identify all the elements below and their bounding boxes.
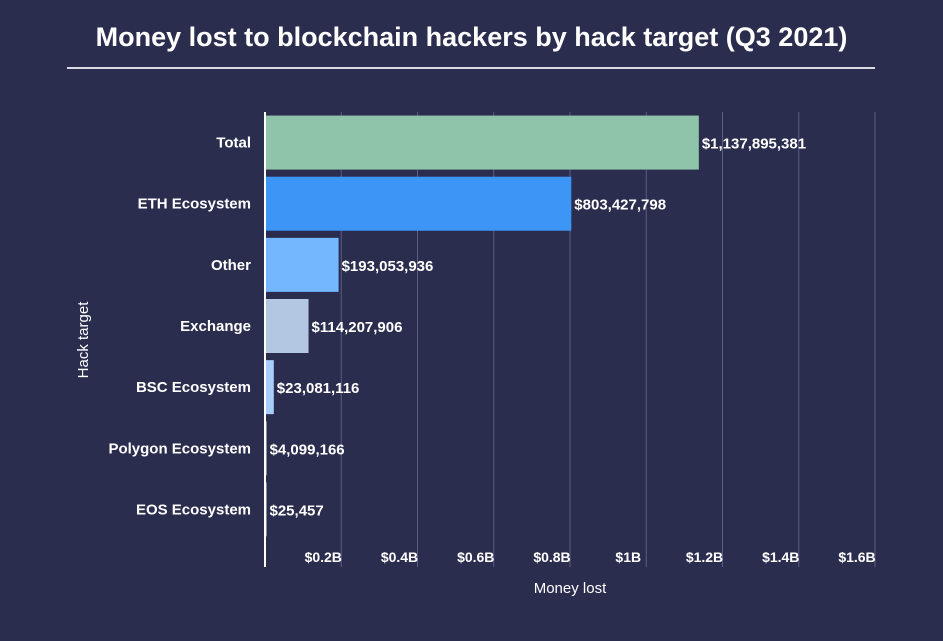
category-label: Exchange: [180, 318, 251, 335]
x-tick-label: $0.8B: [533, 549, 570, 565]
value-label: $4,099,166: [270, 441, 345, 458]
title-underline: [67, 67, 875, 69]
x-tick-label: $0.4B: [381, 549, 418, 565]
category-label: ETH Ecosystem: [138, 196, 251, 213]
value-label: $23,081,116: [277, 380, 360, 397]
x-tick-labels: $0.2B $0.4B $0.6B $0.8B $1B $1.2B $1.4B $1.6B: [305, 549, 876, 565]
bar: [265, 115, 699, 170]
value-label: $114,207,906: [312, 319, 403, 336]
value-labels: $1,137,895,381 $803,427,798 $193,053,936 $1…: [270, 136, 807, 520]
x-tick-label: $1.2B: [686, 549, 723, 565]
value-label: $25,457: [270, 502, 324, 519]
bar: [265, 176, 572, 231]
x-axis-title: Money lost: [534, 580, 607, 597]
value-label: $803,427,798: [574, 197, 666, 214]
chart-title: Money lost to blockchain hackers by hack…: [95, 22, 848, 52]
bar: [265, 299, 309, 353]
y-axis-title: Hack target: [75, 301, 92, 379]
value-label: $1,137,895,381: [702, 136, 806, 153]
category-label: EOS Ecosystem: [136, 501, 251, 518]
x-tick-label: $1.4B: [762, 549, 799, 565]
x-tick-label: $0.2B: [305, 549, 342, 565]
category-labels: Total ETH Ecosystem Other Exchange BSC Ecosy…: [108, 135, 251, 519]
category-label: Polygon Ecosystem: [108, 440, 251, 457]
category-label: BSC Ecosystem: [136, 379, 251, 396]
category-label: Other: [211, 257, 251, 274]
bars: [265, 115, 699, 537]
value-label: $193,053,936: [342, 258, 434, 275]
category-label: Total: [216, 135, 251, 152]
x-tick-label: $0.6B: [457, 549, 494, 565]
x-tick-label: $1B: [615, 549, 641, 565]
x-tick-label: $1.6B: [838, 549, 875, 565]
bar: [265, 360, 274, 415]
bar: [265, 237, 339, 292]
